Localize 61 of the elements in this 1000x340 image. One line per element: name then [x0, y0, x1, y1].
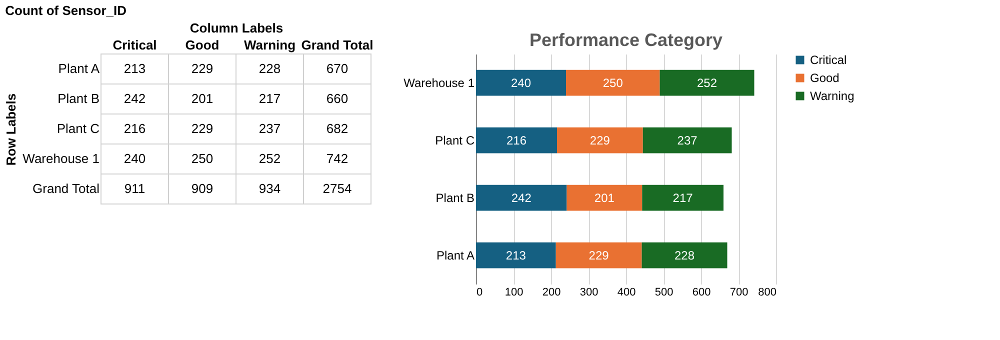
x-tick-label: 400 — [617, 286, 636, 298]
data-label: 660 — [326, 91, 348, 106]
y-tick-label: Plant C — [435, 133, 475, 148]
y-tick-label: Plant A — [58, 61, 100, 76]
legend-label: Good — [810, 71, 840, 85]
y-tick-label: Plant C — [56, 121, 100, 136]
x-tick-label: Grand Total — [301, 38, 374, 52]
data-label: 229 — [588, 248, 610, 262]
data-label: 240 — [510, 76, 532, 90]
legend-label: Critical — [810, 53, 847, 67]
data-label: 242 — [511, 190, 532, 205]
x-tick-label: Warning — [244, 38, 296, 52]
chart-title: Performance Category — [529, 30, 723, 50]
data-label: 237 — [258, 121, 281, 136]
data-label: 201 — [191, 91, 214, 106]
y-tick-label: Plant B — [436, 190, 474, 205]
data-label: 242 — [124, 91, 146, 106]
y-tick-label: Plant A — [436, 248, 474, 262]
data-label: 237 — [677, 133, 698, 148]
x-tick-label: 0 — [476, 286, 483, 298]
data-label: 216 — [124, 121, 146, 136]
data-label: 217 — [258, 91, 281, 106]
data-label: 934 — [258, 181, 281, 196]
x-tick-label: Critical — [112, 38, 157, 52]
y-tick-label: Warehouse 1 — [22, 151, 100, 166]
x-axis-title: Column Labels — [190, 20, 284, 36]
y-tick-label: Grand Total — [32, 181, 100, 196]
data-label: 742 — [326, 151, 348, 166]
data-label: 240 — [124, 151, 146, 166]
data-label: 250 — [602, 76, 624, 90]
x-tick-label: 800 — [758, 286, 776, 298]
x-tick-label: 100 — [504, 286, 524, 298]
data-label: 682 — [326, 121, 348, 136]
data-label: 252 — [696, 76, 718, 90]
legend-label: Warning — [810, 89, 854, 103]
y-axis-title: Row Labels — [4, 93, 19, 166]
data-label: 229 — [191, 61, 214, 76]
x-tick-label: 500 — [654, 286, 674, 298]
y-tick-label: Warehouse 1 — [404, 76, 475, 90]
data-label: 228 — [674, 248, 695, 262]
data-label: 213 — [506, 248, 526, 262]
chart-title: Count of Sensor_ID — [5, 3, 127, 18]
data-label: 201 — [594, 190, 615, 205]
x-tick-label: 600 — [692, 286, 711, 298]
data-label: 909 — [191, 181, 214, 196]
x-tick-label: 200 — [542, 286, 561, 298]
data-label: 228 — [258, 61, 281, 76]
data-label: 213 — [124, 61, 146, 76]
y-tick-label: Plant B — [58, 91, 100, 106]
data-label: 216 — [506, 133, 527, 148]
data-label: 2754 — [322, 181, 352, 196]
x-tick-label: 300 — [580, 286, 598, 298]
data-label: 911 — [124, 181, 146, 196]
data-label: 229 — [590, 133, 610, 148]
data-label: 670 — [326, 61, 348, 76]
x-tick-label: Good — [185, 38, 220, 52]
data-label: 217 — [672, 190, 694, 205]
x-tick-label: 700 — [730, 286, 748, 298]
data-label: 229 — [191, 121, 214, 136]
data-label: 250 — [191, 151, 214, 166]
data-label: 252 — [258, 151, 281, 166]
